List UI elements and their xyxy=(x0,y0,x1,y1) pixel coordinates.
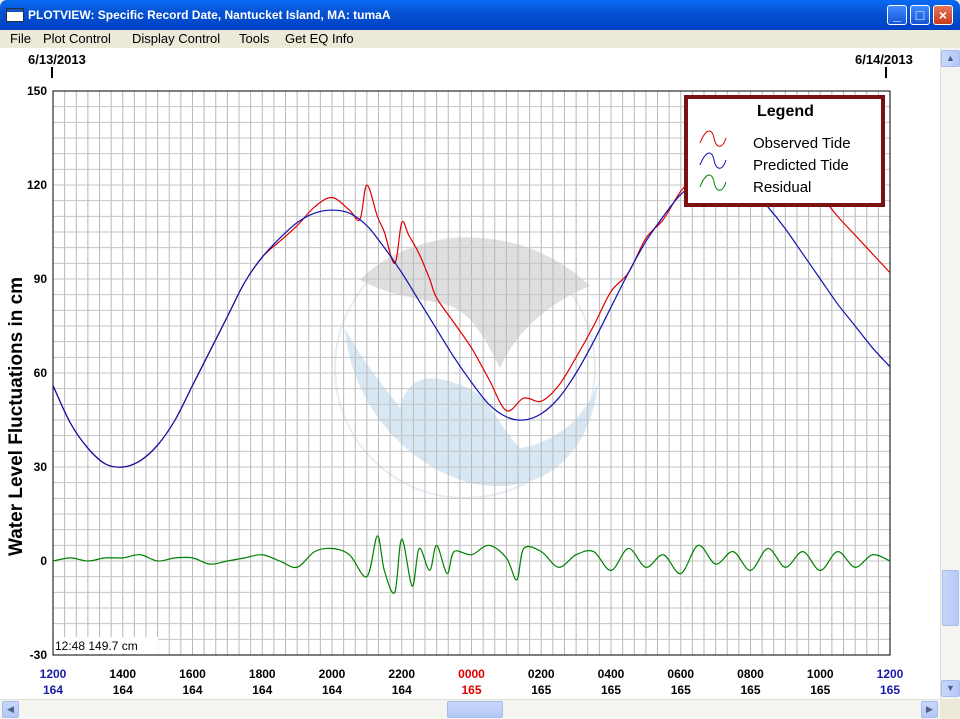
horizontal-scrollbar[interactable]: ◀ ▶ xyxy=(0,699,940,719)
x-tick-time-label: 1800 xyxy=(249,667,276,681)
x-tick-time-label: 1200 xyxy=(40,667,67,681)
vertical-scroll-thumb[interactable] xyxy=(942,570,959,626)
y-axis: 150 120 90 60 30 0 -30 xyxy=(27,84,47,662)
x-tick-time-label: 1200 xyxy=(877,667,904,681)
cursor-readout: 12:48 149.7 cm xyxy=(55,639,138,653)
x-tick-time-label: 2000 xyxy=(319,667,346,681)
x-tick-time-label: 0800 xyxy=(737,667,764,681)
legend-swatch-observed xyxy=(699,130,727,147)
y-tick-label: 90 xyxy=(34,272,48,286)
app-window-icon xyxy=(6,8,24,22)
x-tick-day-label: 165 xyxy=(601,683,621,697)
x-tick-day-label: 164 xyxy=(252,683,272,697)
x-tick-day-label: 164 xyxy=(43,683,63,697)
x-axis: 1200 164 1400 164 1600 164 1800 164 2000 164 2200 1… xyxy=(40,667,904,697)
legend-entry-residual: Residual xyxy=(753,179,811,196)
legend-title: Legend xyxy=(757,103,814,120)
x-tick-time-label: 1000 xyxy=(807,667,834,681)
x-tick-time-label: 0600 xyxy=(667,667,694,681)
date-end-label: 6/14/2013 xyxy=(855,52,913,67)
scroll-right-arrow-icon[interactable]: ▶ xyxy=(921,701,938,718)
x-tick-day-label: 165 xyxy=(531,683,551,697)
date-start-label: 6/13/2013 xyxy=(28,52,86,67)
legend-swatch-predicted xyxy=(699,152,727,169)
plot-frame xyxy=(52,90,891,656)
close-button[interactable]: × xyxy=(933,5,953,25)
y-tick-label: 150 xyxy=(27,84,47,98)
x-tick-time-label: 1600 xyxy=(179,667,206,681)
menu-tools[interactable]: Tools xyxy=(239,31,270,46)
x-tick-day-label: 165 xyxy=(740,683,760,697)
menu-plot-control[interactable]: Plot Control xyxy=(43,31,111,46)
y-tick-label: -30 xyxy=(30,648,48,662)
x-tick-time-label: 2200 xyxy=(388,667,415,681)
legend-entry-predicted: Predicted Tide xyxy=(753,157,849,174)
x-tick-day-label: 164 xyxy=(182,683,202,697)
vertical-scrollbar[interactable]: ▲ ▼ xyxy=(940,48,960,699)
x-tick-day-label: 164 xyxy=(113,683,133,697)
cursor-readout-bg xyxy=(54,637,158,654)
residual-line xyxy=(53,535,890,594)
y-axis-label: Water Level Fluctuations in cm xyxy=(6,277,27,556)
x-tick-day-label: 165 xyxy=(461,683,481,697)
title-bar[interactable]: PLOTVIEW: Specific Record Date, Nantucke… xyxy=(0,0,960,30)
menu-display-control[interactable]: Display Control xyxy=(132,31,221,46)
tide-chart[interactable]: 150 120 90 60 30 0 -30 1200 164 1400 164 1600 164 18… xyxy=(0,48,940,699)
x-tick-time-label: 0400 xyxy=(598,667,625,681)
x-tick-day-label: 164 xyxy=(392,683,412,697)
menu-get-eq-info[interactable]: Get EQ Info xyxy=(285,31,354,46)
window-title: PLOTVIEW: Specific Record Date, Nantucke… xyxy=(28,8,391,22)
x-tick-time-label: 1400 xyxy=(109,667,136,681)
x-tick-day-label: 165 xyxy=(810,683,830,697)
minimize-button[interactable]: _ xyxy=(887,5,907,25)
scroll-down-arrow-icon[interactable]: ▼ xyxy=(941,680,960,697)
maximize-button[interactable]: □ xyxy=(910,5,930,25)
plot-area[interactable]: 150 120 90 60 30 0 -30 1200 164 1400 164 1600 164 18… xyxy=(0,48,940,699)
y-tick-label: 120 xyxy=(27,178,47,192)
legend-swatch-residual xyxy=(699,174,727,191)
y-tick-label: 60 xyxy=(34,366,48,380)
scroll-left-arrow-icon[interactable]: ◀ xyxy=(2,701,19,718)
x-tick-time-label: 0200 xyxy=(528,667,555,681)
horizontal-scroll-thumb[interactable] xyxy=(447,701,503,718)
menu-bar: File Plot Control Display Control Tools … xyxy=(0,30,960,48)
menu-file[interactable]: File xyxy=(10,31,31,46)
y-tick-label: 0 xyxy=(40,554,47,568)
legend-entry-observed: Observed Tide xyxy=(753,135,851,152)
x-tick-day-label: 164 xyxy=(322,683,342,697)
scroll-up-arrow-icon[interactable]: ▲ xyxy=(941,50,960,67)
x-tick-day-label: 165 xyxy=(880,683,900,697)
y-tick-label: 30 xyxy=(34,460,48,474)
x-tick-time-label: 0000 xyxy=(458,667,485,681)
x-tick-day-label: 165 xyxy=(671,683,691,697)
legend-box: Legend Observed Tide Predicted Tide Resi… xyxy=(684,95,885,207)
